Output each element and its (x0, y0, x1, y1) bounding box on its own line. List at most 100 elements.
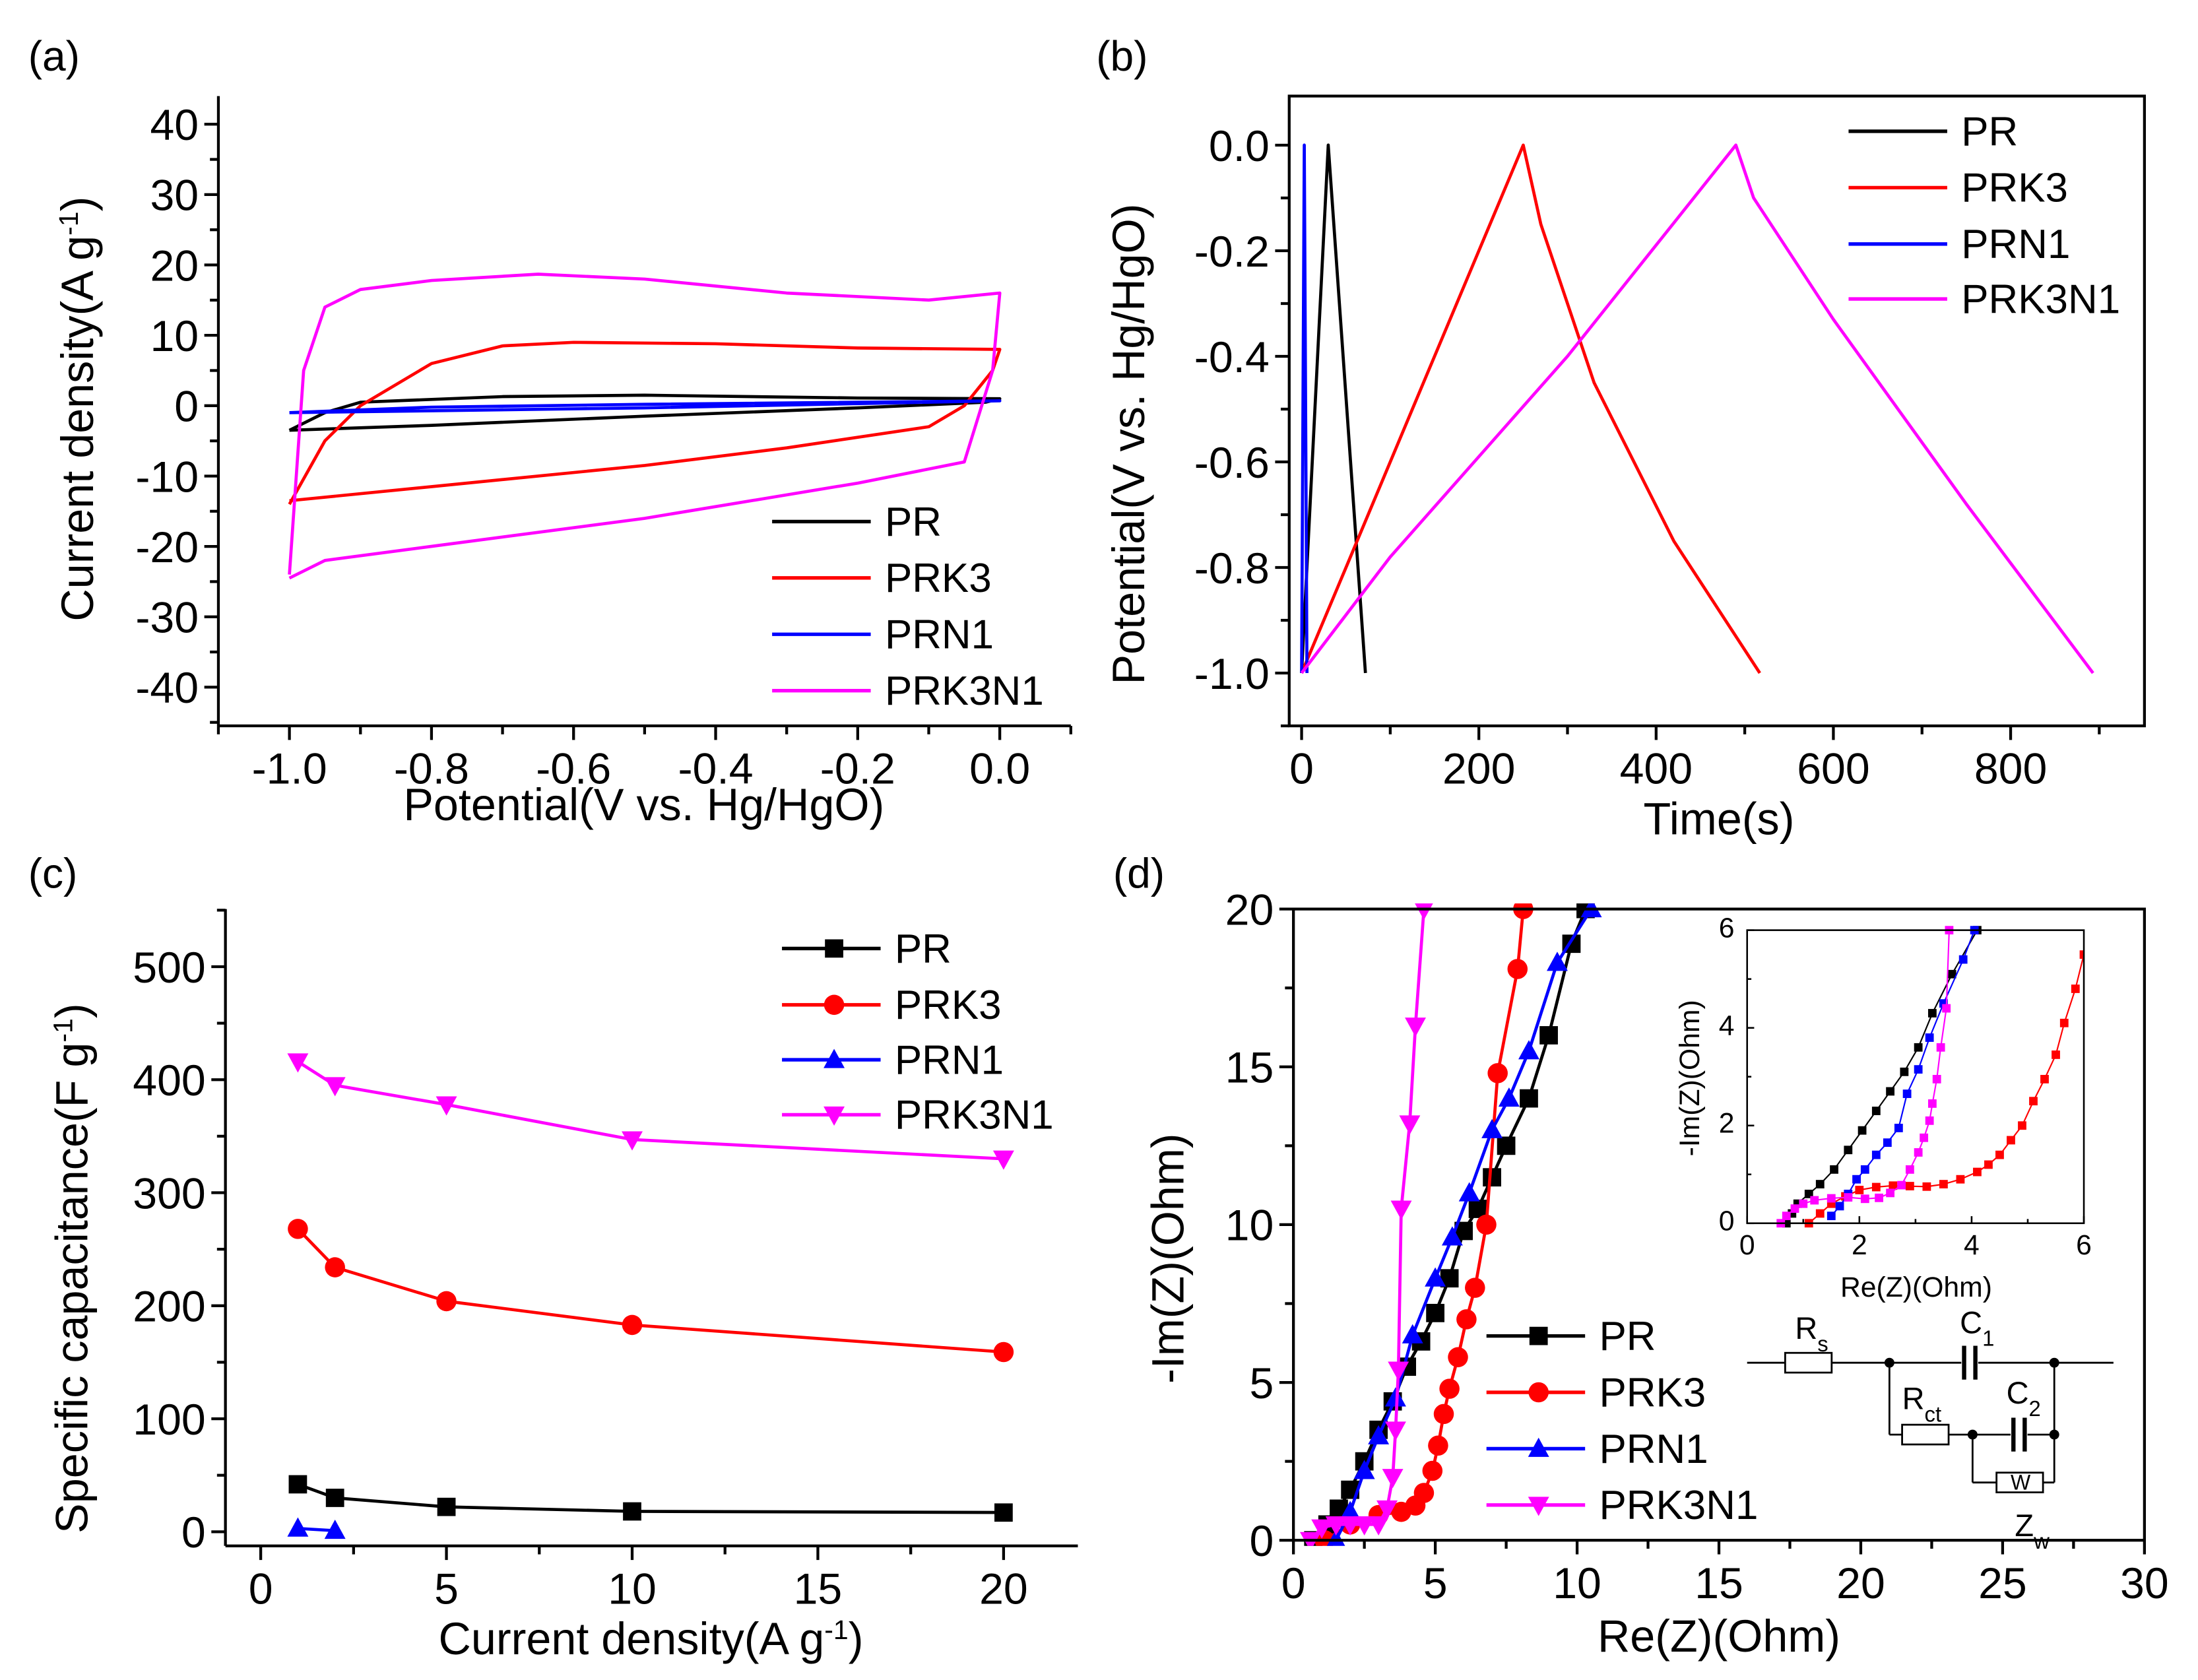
legend: PR PRK3 PRN1 PRK3N1 (1486, 1314, 1758, 1528)
y-axis-title-part: -1 (53, 211, 84, 235)
data-point-prk3n1 (1826, 1194, 1836, 1203)
data-point-prk3n1 (1376, 1500, 1398, 1520)
series-line-prk3 (288, 340, 1002, 505)
x-tick-label: 0 (1289, 745, 1314, 794)
series-group (288, 273, 1002, 580)
chart-b: 0 200 400 600 800 -1.0 -0.8 -0.6 -0.4 -0.2 0.0 Time… (1096, 32, 2146, 844)
data-point-prk3n1 (1914, 1148, 1923, 1157)
data-point-prn1 (1852, 1175, 1861, 1184)
x-tick-label: 5 (1423, 1559, 1448, 1608)
data-point-pr (1830, 1165, 1838, 1174)
data-point-prk3n1 (992, 1150, 1014, 1170)
legend-marker (824, 1106, 845, 1126)
data-point-prn1 (1894, 1124, 1903, 1132)
data-point-prk3n1 (287, 1053, 309, 1073)
x-axis-title-part: Re(Z)(Ohm) (1840, 1272, 1992, 1303)
series-line-prk3n1 (1300, 143, 2094, 674)
data-point-prn1 (287, 1517, 309, 1537)
data-point-pr (1483, 1168, 1501, 1187)
circuit-label: C1 (1960, 1305, 1994, 1350)
x-tick-label: 0 (249, 1565, 273, 1613)
data-point-prn1 (1925, 1033, 1934, 1042)
legend-label: PRK3N1 (895, 1093, 1054, 1138)
y-tick-label: 0 (181, 1508, 206, 1557)
panel-label: (d) (1113, 850, 1165, 897)
data-point-prn1 (1425, 1267, 1446, 1287)
data-point-prn1 (1914, 1065, 1923, 1074)
data-point-prn1 (1871, 1150, 1881, 1159)
x-tick-label: -0.2 (820, 745, 895, 794)
chart-d: 0 5 10 15 20 25 3005101520Re(Z)(Ohm)-Im(Z)(Ohm… (1113, 850, 2169, 1662)
data-point-prn1 (1835, 1202, 1844, 1211)
data-point-pr (1871, 1107, 1881, 1115)
circuit-node (2049, 1357, 2059, 1368)
data-point-prk3 (622, 1314, 643, 1336)
data-point-prn1 (324, 1519, 346, 1539)
warburg-element (1995, 1471, 2044, 1494)
legend-item-pr: PR (782, 926, 952, 972)
y-tick-label: 0.0 (1209, 122, 1270, 171)
data-point-prk3n1 (1384, 1421, 1406, 1441)
legend-label: PRK3 (1600, 1370, 1706, 1415)
x-tick-label: 600 (1797, 745, 1869, 794)
x-tick-label: 25 (1978, 1559, 2027, 1608)
circuit-label-sub: s (1817, 1331, 1828, 1355)
data-point-prk3 (2059, 1018, 2069, 1027)
circuit-label-main: C (1960, 1305, 1982, 1340)
legend-label: PR (895, 926, 952, 972)
data-point-pr (1844, 1146, 1853, 1155)
y-tick-label: 500 (133, 944, 205, 992)
data-point-prk3 (2052, 1050, 2060, 1059)
data-point-prn1 (1368, 1425, 1390, 1444)
data-point-prk3 (1513, 903, 1534, 919)
y-tick-label: 5 (1249, 1359, 1274, 1408)
data-point-prk3n1 (1844, 1193, 1853, 1202)
data-point-prn1 (1340, 1501, 1361, 1520)
y-tick-label: 300 (133, 1169, 205, 1218)
y-axis-title-part: ) (47, 1003, 97, 1018)
x-tick-label: 30 (2120, 1559, 2169, 1608)
data-point-pr (325, 1489, 344, 1507)
data-point-prk3 (1422, 1460, 1443, 1481)
y-axis-title: -Im(Z)(Ohm) (1144, 1133, 1194, 1383)
data-point-pr (1900, 1067, 1909, 1076)
y-tick-label: 100 (133, 1396, 205, 1444)
data-point-prn1 (1883, 1138, 1892, 1147)
data-point-prk3n1 (1897, 1180, 1906, 1190)
data-point-prk3 (325, 1257, 345, 1277)
y-tick-label: 30 (150, 172, 199, 220)
x-tick-label: 10 (1553, 1559, 1601, 1608)
series-line-prn1 (289, 399, 1002, 414)
y-tick-label: -10 (135, 453, 199, 501)
data-point-prn1 (1441, 1226, 1463, 1246)
legend-label: PRK3N1 (1961, 276, 2120, 322)
y-tick-label: 200 (133, 1283, 205, 1332)
data-point-prk3n1 (1325, 1516, 1347, 1535)
data-point-prk3 (1956, 1175, 1965, 1184)
plot-frame (1287, 94, 2146, 728)
circuit-node (1884, 1357, 1894, 1368)
data-point-prk3 (2079, 950, 2085, 959)
y-axis-title: Current density(A g-1) (53, 197, 103, 622)
series-line-prn1 (1300, 143, 1309, 673)
data-point-pr (1886, 1087, 1895, 1096)
circuit-label: Rct (1902, 1381, 1942, 1427)
y-axis-title-part: Current density(A g (53, 236, 103, 622)
legend-item-prk3: PRK3 (782, 983, 1002, 1028)
data-point-prk3 (1815, 1209, 1825, 1218)
data-point-prk3n1 (1932, 1075, 1941, 1083)
x-tick-label: -0.8 (394, 745, 469, 794)
legend-item-prk3n1: PRK3N1 (1848, 276, 2120, 322)
chart-d-inset: 0 2 4 6 0 2 4 6 Re(Z)(Ohm) -Im(Z)(Ohm) (1674, 912, 2092, 1303)
y-axis-title-part: Specific capacitance(F g (47, 1043, 97, 1534)
y-tick-label: -0.2 (1194, 228, 1270, 276)
circuit-label-main: W (2011, 1470, 2031, 1494)
series-line-pr (288, 393, 1002, 432)
x-axis-title-part: Re(Z)(Ohm) (1598, 1611, 1840, 1662)
data-point-pr (1815, 1180, 1825, 1188)
x-axis-title: Re(Z)(Ohm) (1840, 1272, 1992, 1303)
y-tick-label: -40 (135, 664, 199, 713)
data-point-prk3n1 (1875, 1193, 1884, 1202)
data-point-prk3 (1413, 1483, 1435, 1503)
